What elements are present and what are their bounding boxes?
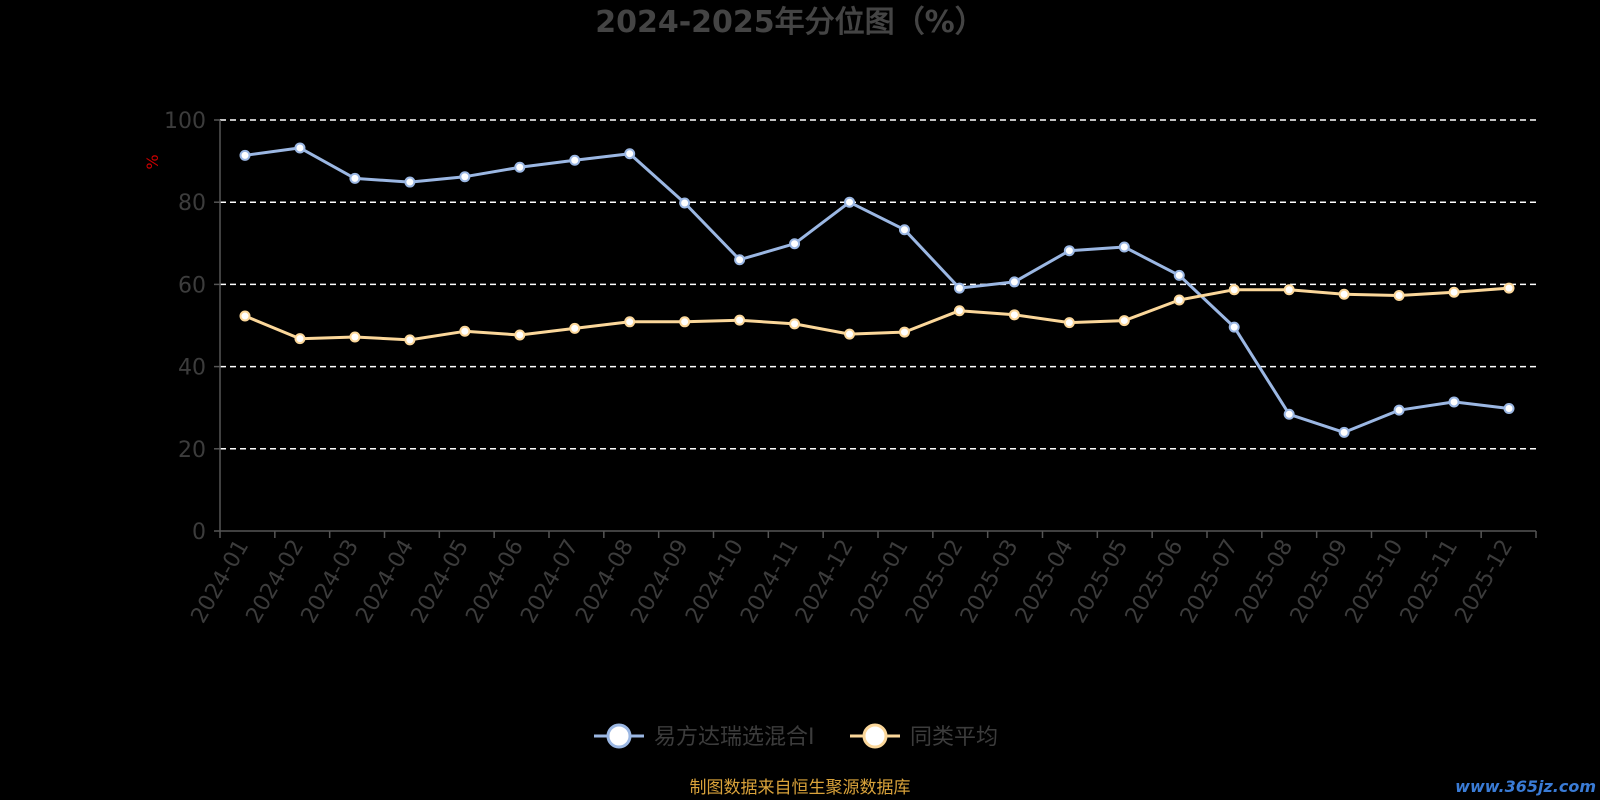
series-1-point[interactable] xyxy=(404,176,416,188)
series-2-point[interactable] xyxy=(679,316,691,328)
series-2-point[interactable] xyxy=(953,305,965,317)
series-1-point[interactable] xyxy=(349,172,361,184)
y-tick-label: 100 xyxy=(164,109,206,134)
legend: 易方达瑞选混合I 同类平均 xyxy=(594,723,998,750)
series-2-point[interactable] xyxy=(789,318,801,330)
series-2-point[interactable] xyxy=(1448,286,1460,298)
series-1-point[interactable] xyxy=(1228,321,1240,333)
series-2-point[interactable] xyxy=(1283,284,1295,296)
y-tick-label: 20 xyxy=(178,438,206,463)
series-1-point[interactable] xyxy=(679,197,691,209)
series-1-point[interactable] xyxy=(1393,404,1405,416)
series-2-point[interactable] xyxy=(1008,309,1020,321)
y-tick-label: 40 xyxy=(178,356,206,381)
series-2-point[interactable] xyxy=(734,314,746,326)
series-1-point[interactable] xyxy=(1008,276,1020,288)
legend-marker-icon xyxy=(862,723,888,749)
series-2-point[interactable] xyxy=(1118,315,1130,327)
series-1-point[interactable] xyxy=(1448,396,1460,408)
series-2-point[interactable] xyxy=(404,334,416,346)
series-2-point[interactable] xyxy=(569,322,581,334)
chart-title: 2024-2025年分位图（%） xyxy=(595,5,985,40)
series-1-point[interactable] xyxy=(239,149,251,161)
series-2-point[interactable] xyxy=(239,310,251,322)
series-1-point[interactable] xyxy=(294,142,306,154)
series-1-point[interactable] xyxy=(1503,403,1515,415)
series-1-point[interactable] xyxy=(569,154,581,166)
series-1-point[interactable] xyxy=(1173,269,1185,281)
y-tick-label: 80 xyxy=(178,191,206,216)
series-2-point[interactable] xyxy=(1338,288,1350,300)
series-line-1 xyxy=(244,146,1510,434)
series-1-point[interactable] xyxy=(1118,241,1130,253)
watermark: www.365jz.com xyxy=(1455,777,1596,796)
series-1-point[interactable] xyxy=(789,238,801,250)
x-axis-tick-labels: 2024-012024-022024-032024-042024-052024-… xyxy=(187,536,1519,628)
series-2-point[interactable] xyxy=(898,326,910,338)
series-2-point[interactable] xyxy=(1503,282,1515,294)
series-1-point[interactable] xyxy=(459,171,471,183)
series-1-point[interactable] xyxy=(624,148,636,160)
series-lines xyxy=(239,142,1515,438)
series-2-point[interactable] xyxy=(1228,284,1240,296)
series-1 xyxy=(239,142,1515,438)
grid-lines xyxy=(220,119,1536,450)
y-axis-unit-label: % xyxy=(143,154,162,169)
legend-item-2[interactable]: 同类平均 xyxy=(850,723,998,750)
series-line-2 xyxy=(244,286,1510,342)
series-1-point[interactable] xyxy=(1283,408,1295,420)
legend-label: 同类平均 xyxy=(910,725,998,750)
series-2-point[interactable] xyxy=(294,333,306,345)
legend-label: 易方达瑞选混合I xyxy=(654,725,815,750)
axes xyxy=(214,119,1537,538)
y-tick-label: 0 xyxy=(192,520,206,545)
legend-marker-icon xyxy=(606,723,632,749)
series-1-point[interactable] xyxy=(953,282,965,294)
series-2-point[interactable] xyxy=(459,325,471,337)
series-2-point[interactable] xyxy=(349,331,361,343)
legend-item-1[interactable]: 易方达瑞选混合I xyxy=(594,723,815,750)
series-2-point[interactable] xyxy=(1063,317,1075,329)
series-2-point[interactable] xyxy=(1173,294,1185,306)
series-1-point[interactable] xyxy=(1338,426,1350,438)
series-1-point[interactable] xyxy=(898,224,910,236)
series-1-point[interactable] xyxy=(734,254,746,266)
y-axis-tick-labels: 0 20 40 60 80 100 xyxy=(164,109,206,545)
series-1-point[interactable] xyxy=(844,196,856,208)
source-note: 制图数据来自恒生聚源数据库 xyxy=(690,778,911,798)
series-2 xyxy=(239,282,1515,346)
series-1-point[interactable] xyxy=(514,161,526,173)
y-tick-label: 60 xyxy=(178,273,206,298)
series-2-point[interactable] xyxy=(624,316,636,328)
series-2-point[interactable] xyxy=(1393,289,1405,301)
series-2-point[interactable] xyxy=(844,328,856,340)
series-1-point[interactable] xyxy=(1063,245,1075,257)
series-2-point[interactable] xyxy=(514,329,526,341)
